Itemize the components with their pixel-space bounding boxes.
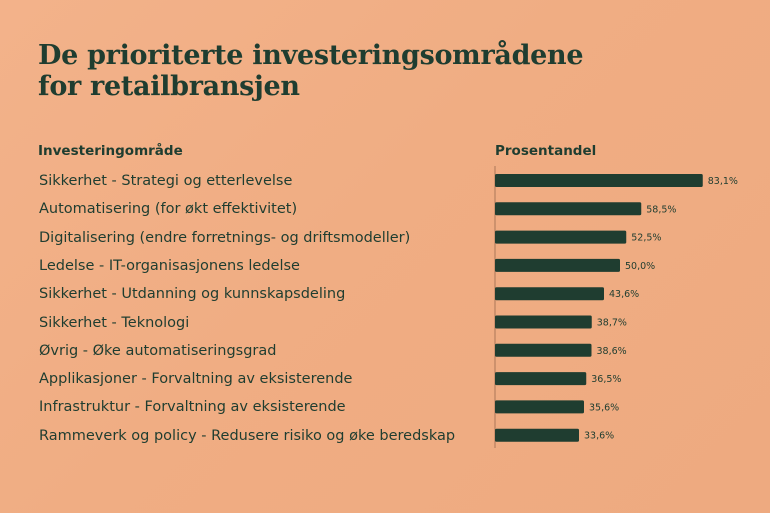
bar-value-label: 83,1% — [708, 176, 738, 187]
bar — [495, 258, 620, 272]
category-label: Øvrig - Øke automatiseringsgrad — [39, 342, 277, 359]
bar — [495, 287, 604, 301]
bar — [495, 400, 584, 414]
bar-value-label: 43,6% — [609, 289, 639, 300]
bar — [495, 230, 627, 244]
chart-title-line-1: De prioriterte investeringsområdene — [38, 40, 584, 71]
bar — [495, 372, 587, 386]
chart-title: De prioriterte investeringsområdene for … — [38, 40, 584, 102]
category-label: Automatisering (for økt effektivitet) — [39, 201, 298, 218]
bar-value-label: 58,5% — [646, 204, 676, 215]
category-label: Ledelse - IT-organisasjonens ledelse — [39, 257, 300, 274]
bar — [495, 343, 592, 357]
category-label: Infrastruktur - Forvaltning av eksistere… — [39, 399, 346, 416]
chart-title-line-2: for retailbransjen — [38, 71, 300, 102]
category-column-header: Investeringområde — [38, 143, 183, 159]
category-label: Sikkerhet - Utdanning og kunnskapsdeling — [39, 286, 346, 303]
bar-value-label: 36,5% — [591, 374, 621, 385]
bar-value-label: 33,6% — [584, 431, 614, 442]
bar-value-label: 52,5% — [631, 233, 661, 244]
bar-value-label: 50,0% — [625, 261, 655, 272]
bar-value-label: 35,6% — [589, 402, 619, 413]
bar — [495, 202, 642, 216]
bar-value-label: 38,6% — [597, 346, 627, 357]
bar — [495, 174, 703, 187]
bar — [495, 315, 592, 329]
category-label: Sikkerhet - Teknologi — [39, 314, 190, 331]
category-label: Rammeverk og policy - Redusere risiko og… — [39, 427, 456, 444]
category-label: Applikasjoner - Forvaltning av eksistere… — [39, 371, 353, 388]
category-label: Sikkerhet - Strategi og etterlevelse — [39, 173, 293, 189]
bar — [495, 428, 579, 442]
value-column-header: Prosentandel — [495, 143, 597, 159]
category-label: Digitalisering (endre forretnings- og dr… — [39, 229, 411, 246]
bar-value-label: 38,7% — [597, 318, 627, 329]
